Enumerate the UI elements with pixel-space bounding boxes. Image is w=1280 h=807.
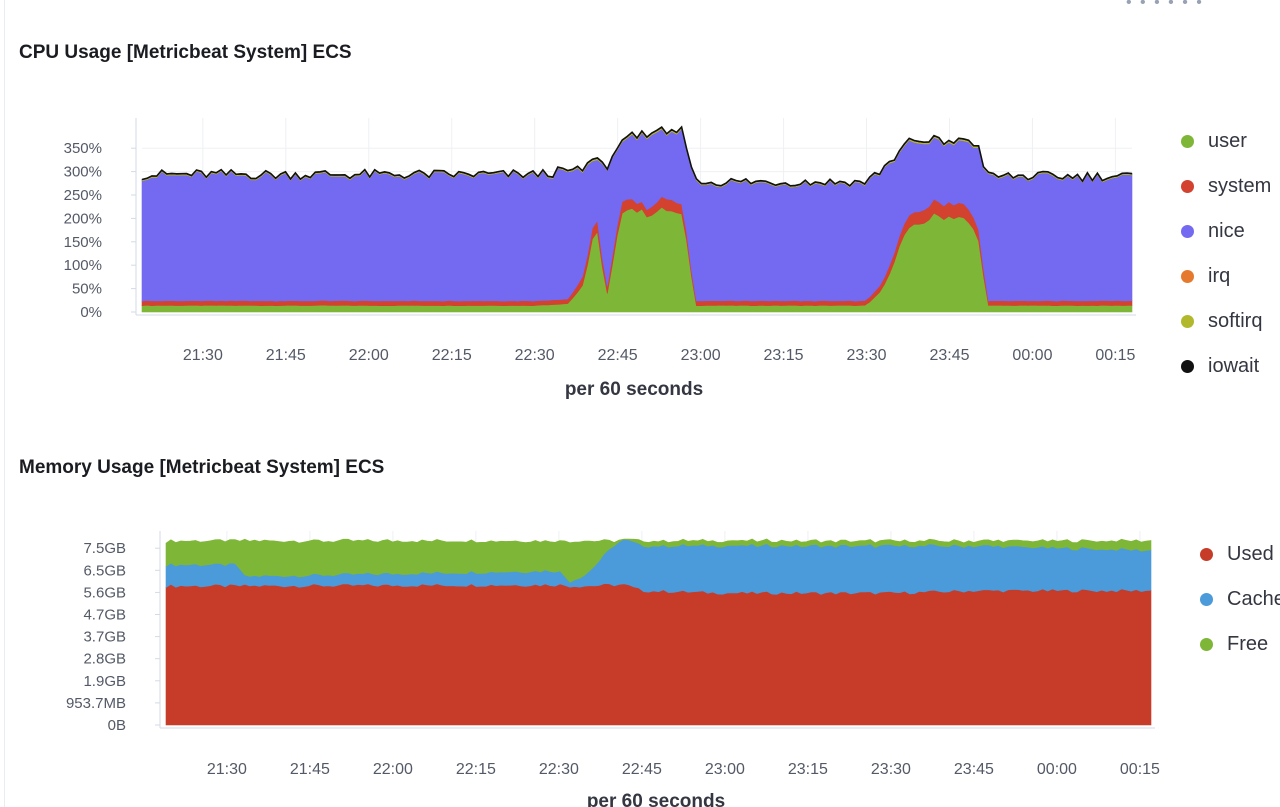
memory-x-tick-label: 22:30 bbox=[539, 761, 579, 778]
legend-label: Cached bbox=[1227, 588, 1280, 610]
memory-series-areas bbox=[165, 538, 1152, 726]
legend-color-dot bbox=[1200, 638, 1213, 651]
cpu-y-tick-label: 200% bbox=[64, 210, 102, 227]
memory-y-tick-label: 1.9GB bbox=[83, 673, 126, 690]
cpu-series-areas bbox=[141, 126, 1133, 313]
legend-label: Used bbox=[1227, 543, 1274, 565]
cpu-legend-item-iowait[interactable]: iowait bbox=[1181, 344, 1271, 389]
cpu-x-tick-label: 23:00 bbox=[681, 347, 721, 364]
cpu-y-tick-label: 350% bbox=[64, 140, 102, 157]
legend-color-dot bbox=[1181, 135, 1194, 148]
cpu-legend-item-irq[interactable]: irq bbox=[1181, 254, 1271, 299]
cpu-x-tick-label: 22:45 bbox=[598, 347, 638, 364]
cpu-legend-item-softirq[interactable]: softirq bbox=[1181, 299, 1271, 344]
memory-y-tick-label: 0B bbox=[108, 717, 126, 734]
cpu-y-tick-label: 300% bbox=[64, 164, 102, 181]
cpu-x-tick-label: 22:30 bbox=[515, 347, 555, 364]
memory-y-tick-label: 5.6GB bbox=[83, 584, 126, 601]
cpu-x-tick-label: 23:30 bbox=[847, 347, 887, 364]
memory-legend: Used Cached Free bbox=[1200, 532, 1280, 667]
legend-color-dot bbox=[1200, 548, 1213, 561]
memory-y-tick-label: 953.7MB bbox=[66, 695, 126, 712]
cpu-x-tick-label: 22:00 bbox=[349, 347, 389, 364]
cpu-y-tick-label: 0% bbox=[80, 304, 102, 321]
memory-x-tick-label: 00:15 bbox=[1120, 761, 1160, 778]
memory-x-tick-label: 23:15 bbox=[788, 761, 828, 778]
cpu-y-tick-label: 100% bbox=[64, 257, 102, 274]
cpu-usage-chart[interactable]: 0% 50% 100% 150% 200% 250% 300% 350% 21:30 21:45 2… bbox=[0, 118, 1160, 408]
cpu-total-outline bbox=[141, 125, 1133, 187]
cpu-y-tick-label: 250% bbox=[64, 187, 102, 204]
cpu-legend-item-nice[interactable]: nice bbox=[1181, 209, 1271, 254]
panel-divider bbox=[4, 0, 5, 807]
memory-x-tick-label: 23:00 bbox=[705, 761, 745, 778]
cpu-x-tick-label: 00:15 bbox=[1095, 347, 1135, 364]
cpu-x-tick-label: 21:45 bbox=[266, 347, 306, 364]
legend-label: Free bbox=[1227, 633, 1269, 655]
legend-label: nice bbox=[1208, 220, 1245, 242]
legend-label: iowait bbox=[1208, 355, 1260, 377]
cpu-x-tick-label: 22:15 bbox=[432, 347, 472, 364]
cpu-y-tick-label: 50% bbox=[72, 281, 102, 298]
memory-x-tick-label: 21:45 bbox=[290, 761, 330, 778]
cpu-x-tick-label: 23:15 bbox=[764, 347, 804, 364]
memory-x-axis-title: per 60 seconds bbox=[587, 791, 725, 807]
memory-y-tick-label: 4.7GB bbox=[83, 607, 126, 624]
legend-color-dot bbox=[1181, 315, 1194, 328]
cpu-x-tick-label: 23:45 bbox=[929, 347, 969, 364]
memory-y-tick-label: 3.7GB bbox=[83, 629, 126, 646]
memory-y-tick-label: 6.5GB bbox=[83, 562, 126, 579]
top-options-indicator[interactable]: • • • • • • bbox=[1126, 0, 1204, 11]
cpu-panel-title: CPU Usage [Metricbeat System] ECS bbox=[19, 42, 352, 63]
cpu-y-tick-label: 150% bbox=[64, 234, 102, 251]
memory-x-tick-label: 00:00 bbox=[1037, 761, 1077, 778]
cpu-x-tick-label: 21:30 bbox=[183, 347, 223, 364]
memory-y-tick-label: 2.8GB bbox=[83, 651, 126, 668]
legend-color-dot bbox=[1181, 180, 1194, 193]
legend-label: user bbox=[1208, 130, 1247, 152]
memory-legend-item-free[interactable]: Free bbox=[1200, 622, 1280, 667]
memory-x-tick-label: 21:30 bbox=[207, 761, 247, 778]
memory-x-tick-label: 23:30 bbox=[871, 761, 911, 778]
memory-x-tick-label: 22:00 bbox=[373, 761, 413, 778]
memory-y-tick-label: 7.5GB bbox=[83, 540, 126, 557]
legend-label: system bbox=[1208, 175, 1272, 197]
cpu-x-axis-title: per 60 seconds bbox=[565, 379, 703, 400]
memory-area-used[interactable] bbox=[165, 583, 1152, 726]
memory-area-free[interactable] bbox=[165, 538, 1152, 583]
memory-panel-title: Memory Usage [Metricbeat System] ECS bbox=[19, 457, 385, 478]
legend-label: softirq bbox=[1208, 310, 1263, 332]
cpu-x-tick-label: 00:00 bbox=[1012, 347, 1052, 364]
memory-legend-item-used[interactable]: Used bbox=[1200, 532, 1280, 577]
memory-legend-item-cached[interactable]: Cached bbox=[1200, 577, 1280, 622]
legend-color-dot bbox=[1181, 270, 1194, 283]
memory-x-tick-label: 23:45 bbox=[954, 761, 994, 778]
memory-usage-chart[interactable]: 0B 953.7MB 1.9GB 2.8GB 3.7GB 4.7GB 5.6GB 6.5GB 7… bbox=[0, 531, 1185, 807]
memory-x-tick-label: 22:15 bbox=[456, 761, 496, 778]
memory-x-tick-label: 22:45 bbox=[622, 761, 662, 778]
cpu-legend: user system nice irq softirq iowait bbox=[1181, 119, 1271, 389]
legend-color-dot bbox=[1200, 593, 1213, 606]
legend-color-dot bbox=[1181, 360, 1194, 373]
legend-color-dot bbox=[1181, 225, 1194, 238]
cpu-legend-item-system[interactable]: system bbox=[1181, 164, 1271, 209]
legend-label: irq bbox=[1208, 265, 1231, 287]
cpu-legend-item-user[interactable]: user bbox=[1181, 119, 1271, 164]
